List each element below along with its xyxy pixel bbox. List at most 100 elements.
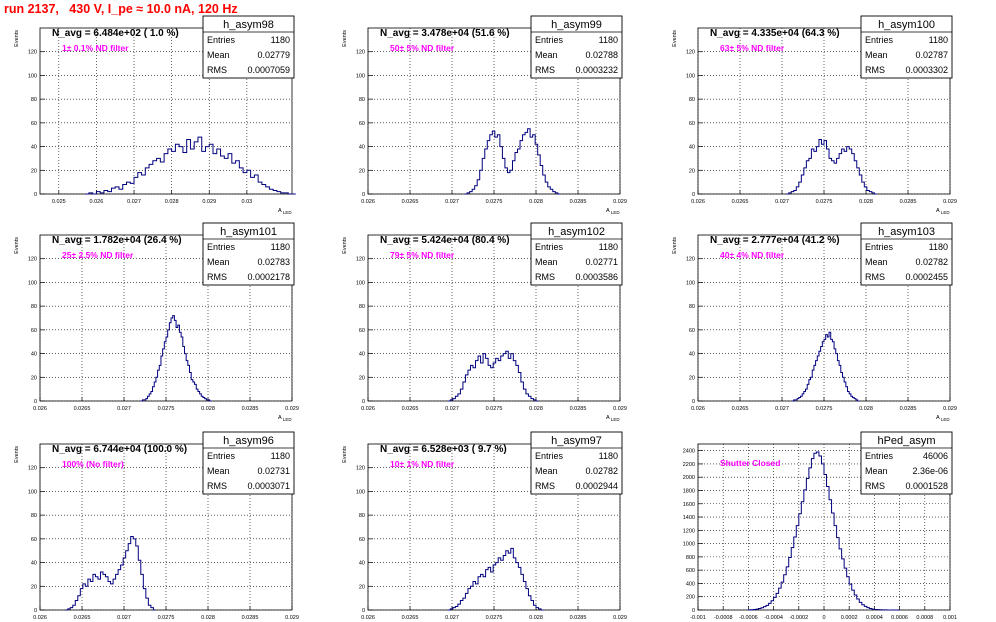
filter-annotation: 79± 5% ND filter xyxy=(390,250,455,260)
histogram-line-h_asym99 xyxy=(464,128,561,195)
stats-label: Mean xyxy=(535,50,558,60)
y-tick-label: 120 xyxy=(686,50,695,56)
stats-label: RMS xyxy=(535,481,555,491)
x-tick-label: 0.0265 xyxy=(402,199,419,205)
stats-label: Entries xyxy=(865,35,894,45)
filter-annotation: 63± 5% ND filter xyxy=(720,43,785,53)
x-tick-label: 0.026 xyxy=(691,199,705,205)
histogram-panel-h_asym99: 0.026 0.0265 0.027 0.0275 0.028 0.0285 0.029 0 2… xyxy=(342,15,627,215)
navg-label: N_avg = 5.424e+04 (80.4 %) xyxy=(380,235,510,246)
stats-value: 1180 xyxy=(599,35,618,45)
y-axis-title: Events xyxy=(14,237,20,254)
y-tick-label: 100 xyxy=(28,280,37,286)
y-tick-label: 1200 xyxy=(683,528,695,534)
stats-label: Mean xyxy=(535,466,558,476)
y-tick-label: 1600 xyxy=(683,502,695,508)
y-tick-label: 80 xyxy=(359,304,365,310)
x-tick-label: -0.0002 xyxy=(789,615,808,621)
y-tick-label: 40 xyxy=(359,145,365,151)
x-tick-label: 0.0006 xyxy=(891,615,908,621)
x-tick-label: 0.028 xyxy=(859,406,873,412)
x-axis-title: A LED xyxy=(606,415,620,422)
y-tick-label: 100 xyxy=(686,280,695,286)
filter-annotation: 25± 2.5% ND filter xyxy=(62,250,134,260)
histogram-panel-h_asym96: 0.026 0.0265 0.027 0.0275 0.028 0.0285 0.029 0 2… xyxy=(14,431,299,621)
x-tick-label: 0.026 xyxy=(33,615,47,621)
y-tick-label: 60 xyxy=(689,328,695,334)
stats-box-title: h_asym101 xyxy=(220,226,277,238)
y-tick-label: 0 xyxy=(362,399,365,405)
y-tick-label: 0 xyxy=(692,399,695,405)
x-tick-label: 0.029 xyxy=(202,199,216,205)
x-tick-label: 0.027 xyxy=(117,406,131,412)
stats-value: 1180 xyxy=(599,242,618,252)
y-tick-label: 20 xyxy=(359,168,365,174)
y-tick-label: 60 xyxy=(359,121,365,127)
x-tick-label: 0.0285 xyxy=(900,199,917,205)
x-tick-label: 0.001 xyxy=(943,615,957,621)
stats-box-title: h_asym97 xyxy=(551,435,602,447)
x-tick-label: 0.029 xyxy=(943,406,957,412)
stats-value: 0.02779 xyxy=(257,50,290,60)
run-title: run 2137, 430 V, I_pe ≈ 10.0 nA, 120 Hz xyxy=(4,2,238,16)
stats-box xyxy=(202,431,295,495)
stats-label: RMS xyxy=(535,65,555,75)
y-tick-label: 0 xyxy=(34,192,37,198)
stats-label: RMS xyxy=(865,272,885,282)
stats-value: 2.36e-06 xyxy=(912,466,948,476)
histogram-panel-hPed_asym: -0.001 -0.0008 -0.0006 -0.0004 -0.0002 0 0.000… xyxy=(683,431,957,621)
y-tick-label: 40 xyxy=(31,561,37,567)
y-tick-label: 1000 xyxy=(683,542,695,548)
stats-label: RMS xyxy=(207,272,227,282)
x-tick-label: -0.001 xyxy=(690,615,706,621)
x-tick-label: 0.028 xyxy=(529,615,543,621)
y-tick-label: 60 xyxy=(359,537,365,543)
y-tick-label: 60 xyxy=(359,328,365,334)
y-tick-label: 0 xyxy=(362,608,365,614)
y-tick-label: 120 xyxy=(28,466,37,472)
y-axis-title: Events xyxy=(14,30,20,47)
histogram-line-h_asym98 xyxy=(85,136,296,195)
histogram-line-h_asym96 xyxy=(65,535,156,611)
y-tick-label: 1400 xyxy=(683,515,695,521)
stats-box xyxy=(530,222,623,286)
x-tick-label: 0.025 xyxy=(52,199,66,205)
stats-value: 1180 xyxy=(271,242,290,252)
navg-label: N_avg = 6.744e+04 (100.0 %) xyxy=(52,444,187,455)
stats-value: 1180 xyxy=(271,35,290,45)
y-tick-label: 120 xyxy=(356,50,365,56)
x-tick-label: 0.0265 xyxy=(732,199,749,205)
stats-box xyxy=(860,222,953,286)
x-tick-label: -0.0004 xyxy=(764,615,783,621)
stats-label: Mean xyxy=(207,50,230,60)
y-tick-label: 40 xyxy=(359,561,365,567)
x-tick-label: 0.027 xyxy=(117,615,131,621)
y-tick-label: 20 xyxy=(31,584,37,590)
histogram-line-h_asym97 xyxy=(447,547,544,611)
y-tick-label: 100 xyxy=(356,489,365,495)
y-tick-label: 200 xyxy=(686,595,695,601)
filter-annotation: 1± 0.1% ND filter xyxy=(62,43,129,53)
y-tick-label: 20 xyxy=(359,375,365,381)
x-tick-label: 0.0008 xyxy=(916,615,933,621)
x-axis-title: A LED xyxy=(936,208,950,215)
y-tick-label: 80 xyxy=(689,97,695,103)
x-tick-label: 0.026 xyxy=(691,406,705,412)
stats-label: Entries xyxy=(535,451,564,461)
stats-label: Mean xyxy=(207,466,230,476)
stats-label: Mean xyxy=(535,257,558,267)
y-tick-label: 40 xyxy=(689,352,695,358)
stats-value: 0.02782 xyxy=(915,257,948,267)
y-axis-title: Events xyxy=(14,446,20,463)
x-tick-label: 0.028 xyxy=(201,615,215,621)
stats-label: Mean xyxy=(207,257,230,267)
x-tick-label: 0.026 xyxy=(33,406,47,412)
x-tick-label: -0.0006 xyxy=(739,615,758,621)
stats-box-title: h_asym96 xyxy=(223,435,274,447)
y-tick-label: 20 xyxy=(359,584,365,590)
stats-box xyxy=(202,15,295,79)
y-tick-label: 40 xyxy=(31,145,37,151)
x-axis-title: A LED xyxy=(936,415,950,422)
plot-frame xyxy=(39,27,293,195)
